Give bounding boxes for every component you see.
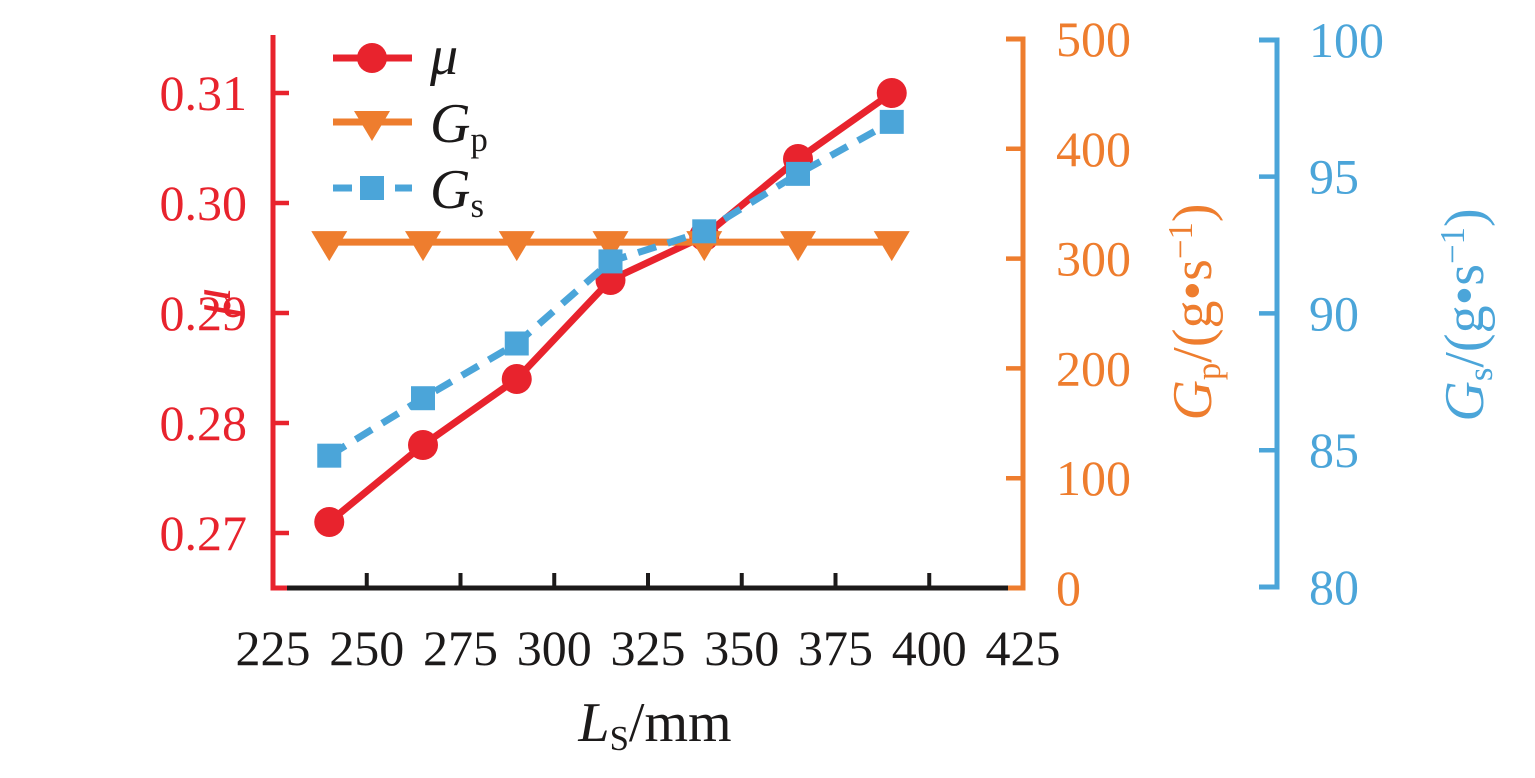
gs-tick-label: 85 [1309, 422, 1359, 478]
gs-tick-label: 80 [1309, 559, 1359, 615]
mu-tick-label: 0.27 [160, 505, 248, 561]
mu-tick-label: 0.28 [160, 395, 248, 451]
series-gs-marker [411, 386, 435, 411]
gp-axis-line [1006, 36, 1026, 591]
series-gp-marker [592, 231, 629, 262]
series-gs-marker [692, 219, 717, 244]
legend-label-gs: Gs [430, 159, 484, 225]
series-gp-marker [405, 231, 441, 262]
series-gs-marker [317, 443, 342, 468]
gp-tick-label: 0 [1056, 560, 1081, 616]
series-gs-marker [504, 331, 529, 356]
x-tick-label: 325 [611, 620, 686, 676]
x-tick-label: 375 [798, 620, 873, 676]
series-gp-marker [311, 231, 348, 262]
gs-tick-label: 100 [1309, 12, 1384, 68]
legend-label-mu: μ [430, 25, 459, 87]
gp-tick-label: 500 [1056, 11, 1131, 67]
mu-axis-line [270, 35, 287, 591]
y-axis-title-gp: Gp/(g•s−1) [1160, 203, 1228, 421]
y-axis-title-gs: Gs/(g•s−1) [1432, 208, 1500, 422]
legend-gs-marker [360, 176, 384, 200]
series-gp-marker [780, 231, 816, 262]
series-mu-marker [314, 507, 345, 537]
series-gp-marker [873, 231, 910, 262]
x-tick-label: 225 [236, 620, 311, 676]
x-tick-label: 425 [986, 620, 1061, 676]
y-axis-title-mu: μ [181, 287, 243, 317]
series-gs-marker [786, 161, 810, 186]
x-tick-label: 400 [892, 620, 967, 676]
legend-mu-marker [357, 43, 387, 73]
series-mu-marker [501, 364, 532, 394]
series-gp-marker [498, 231, 535, 262]
gp-tick-label: 400 [1056, 121, 1131, 177]
series-gs-marker [879, 109, 904, 134]
gp-tick-label: 300 [1056, 231, 1131, 287]
x-tick-label: 250 [329, 620, 404, 676]
gp-tick-label: 100 [1056, 450, 1131, 506]
x-tick-label: 300 [517, 620, 592, 676]
x-tick-label: 350 [704, 620, 779, 676]
legend-label-gp: Gp [430, 93, 488, 159]
gs-tick-label: 95 [1309, 149, 1359, 205]
mu-tick-label: 0.29 [160, 285, 248, 341]
series-gs-marker [598, 249, 623, 274]
mu-tick-label: 0.30 [160, 175, 248, 231]
x-tick-label: 275 [423, 620, 498, 676]
gs-tick-label: 90 [1309, 285, 1359, 341]
x-axis-title: LS/mm [578, 692, 732, 758]
series-mu-marker [876, 78, 907, 108]
mu-tick-label: 0.31 [160, 65, 248, 121]
gp-tick-label: 200 [1056, 340, 1131, 396]
series-mu-marker [408, 430, 438, 460]
legend-gp-marker [354, 111, 390, 141]
